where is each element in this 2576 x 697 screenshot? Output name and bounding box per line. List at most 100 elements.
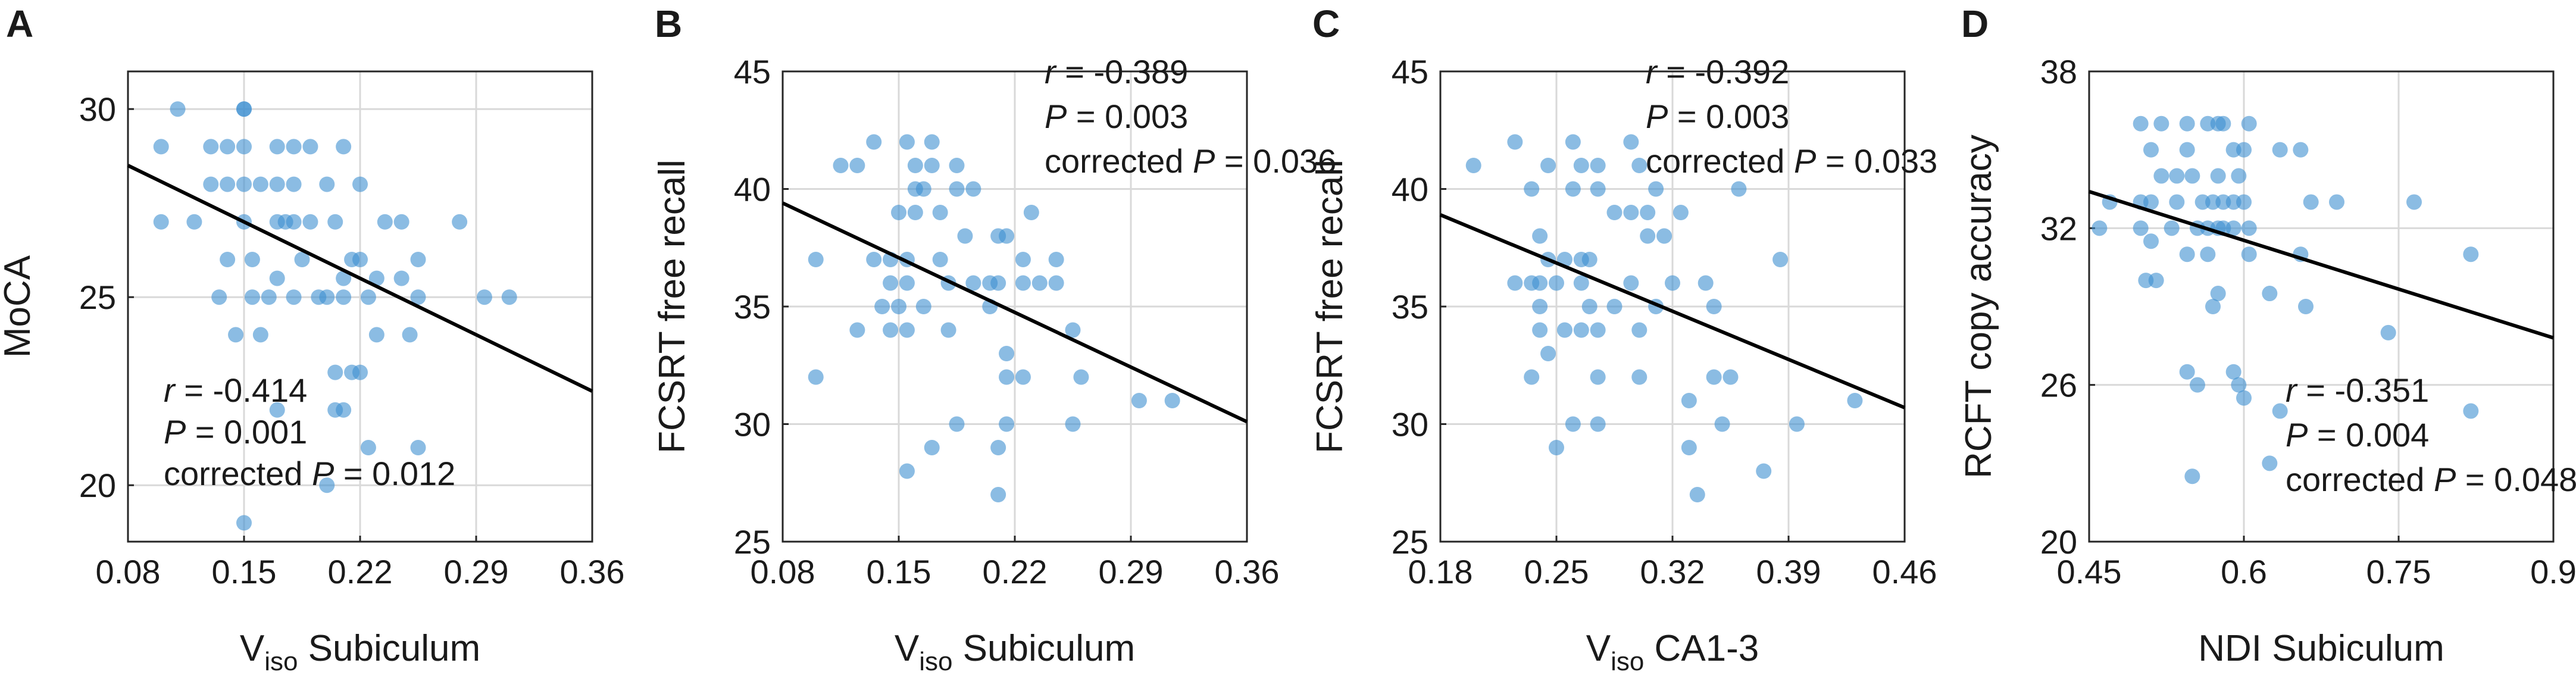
y-tick-label: 26 — [2040, 367, 2077, 404]
data-point — [244, 252, 260, 267]
data-point — [1549, 440, 1564, 455]
data-point — [336, 270, 352, 286]
data-point — [393, 270, 409, 286]
data-point — [1073, 369, 1089, 385]
data-point — [1164, 393, 1180, 408]
data-point — [1847, 393, 1863, 408]
data-point — [883, 322, 899, 338]
data-point — [1697, 275, 1714, 291]
data-point — [1722, 369, 1739, 385]
data-point — [186, 214, 202, 230]
data-point — [286, 139, 302, 155]
x-tick-label: 0.08 — [751, 553, 815, 590]
ticks: 0.08 0.15 0.22 0.29 0.36 20 25 30 — [79, 90, 625, 590]
data-point — [1681, 440, 1697, 455]
x-axis-label: Viso Subiculum — [240, 628, 480, 676]
data-point — [1648, 181, 1664, 197]
data-point — [1581, 299, 1598, 314]
data-point — [269, 176, 285, 192]
data-point — [1015, 369, 1031, 385]
data-point — [2164, 220, 2180, 236]
panel-letter: A — [6, 2, 33, 45]
x-axis-label: NDI Subiculum — [2198, 628, 2444, 669]
data-point — [1640, 205, 1656, 220]
data-point — [2225, 364, 2242, 380]
data-point — [2169, 194, 2185, 210]
data-point — [949, 181, 965, 197]
data-point — [1573, 322, 1589, 338]
data-point — [1532, 299, 1548, 314]
data-point — [286, 289, 302, 305]
data-point — [990, 440, 1006, 455]
stat-p: P = 0.003 — [1045, 98, 1188, 135]
data-point — [2143, 233, 2159, 249]
x-tick-label: 0.46 — [1872, 553, 1937, 590]
data-point — [236, 176, 252, 192]
x-tick-label: 0.18 — [1408, 553, 1473, 590]
x-tick-label: 0.39 — [1756, 553, 1821, 590]
y-tick-label: 30 — [79, 90, 116, 128]
data-point — [1565, 181, 1581, 197]
data-point — [1131, 393, 1147, 408]
y-tick-label: 38 — [2040, 53, 2077, 90]
data-point — [1590, 181, 1606, 197]
data-point — [1656, 228, 1672, 244]
data-point — [1590, 369, 1606, 385]
data-point — [368, 327, 384, 343]
data-point — [211, 289, 227, 305]
data-point — [1565, 416, 1581, 432]
data-point — [476, 289, 492, 305]
data-point — [899, 463, 915, 479]
data-point — [1590, 322, 1606, 338]
data-point — [1549, 275, 1564, 291]
scatter-points — [1465, 134, 1863, 502]
data-point — [153, 214, 169, 230]
data-point — [352, 364, 368, 380]
data-point — [2210, 286, 2226, 302]
data-point — [2184, 468, 2200, 485]
data-point — [302, 139, 318, 155]
data-point — [1772, 252, 1789, 267]
data-point — [2133, 115, 2149, 132]
x-tick-label: 0.9 — [2530, 553, 2576, 590]
data-point — [2153, 168, 2169, 184]
data-point — [1706, 299, 1722, 314]
y-tick-label: 20 — [2040, 523, 2077, 561]
data-point — [319, 477, 335, 493]
data-point — [2225, 220, 2242, 236]
stat-corrected-p: corrected P = 0.012 — [164, 455, 455, 492]
data-point — [319, 289, 335, 305]
data-point — [1581, 252, 1598, 267]
y-tick-label: 40 — [1392, 171, 1428, 208]
data-point — [849, 322, 865, 338]
data-point — [1573, 275, 1589, 291]
y-axis-label: RCFT copy accuracy — [1958, 135, 1999, 479]
data-point — [1756, 463, 1772, 479]
data-point — [1540, 158, 1556, 173]
data-point — [261, 289, 277, 305]
y-tick-label: 35 — [1392, 288, 1428, 326]
data-point — [377, 214, 393, 230]
data-point — [2241, 246, 2257, 262]
plot-frame — [2088, 70, 2555, 543]
data-point — [999, 416, 1015, 432]
data-point — [2153, 115, 2169, 132]
regression-line — [781, 201, 1248, 424]
data-point — [2184, 168, 2200, 184]
x-tick-label: 0.08 — [96, 553, 161, 590]
data-point — [153, 139, 169, 155]
data-point — [319, 176, 335, 192]
data-point — [228, 327, 244, 343]
data-point — [1532, 275, 1548, 291]
data-point — [2148, 273, 2164, 289]
x-tick-label: 0.29 — [444, 553, 509, 590]
data-point — [866, 134, 882, 150]
data-point — [1590, 416, 1606, 432]
data-point — [410, 252, 426, 267]
y-tick-label: 30 — [734, 406, 771, 443]
data-point — [849, 158, 865, 173]
data-point — [269, 270, 285, 286]
data-point — [1556, 322, 1573, 338]
data-point — [1590, 158, 1606, 173]
x-axis-label: Viso Subiculum — [895, 628, 1135, 676]
